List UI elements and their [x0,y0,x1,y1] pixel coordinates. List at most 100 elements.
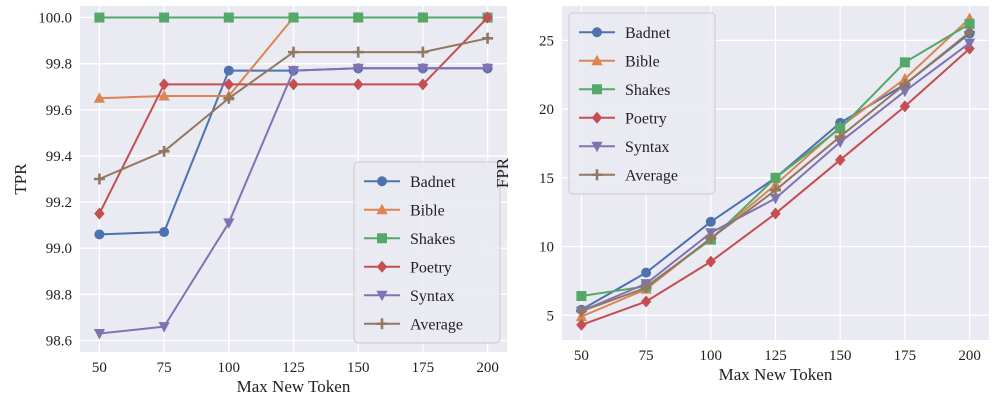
data-point-average [223,92,235,104]
legend-marker [377,176,387,187]
x-axis-label: Max New Token [719,365,833,384]
legend-entry-syntax: Syntax [364,288,454,305]
x-tick-label: 125 [282,360,305,376]
data-point-syntax [287,66,300,77]
y-tick-label: 98.8 [46,287,72,303]
data-point-syntax [352,63,364,75]
data-point-shakes [288,12,299,23]
x-tick-label: 150 [347,360,370,376]
x-tick-label: 50 [92,360,107,376]
data-point-shakes [835,123,846,134]
legend-label: Average [410,316,463,333]
legend-label: Syntax [410,288,454,305]
data-point-poetry [417,78,429,91]
x-tick-label: 200 [958,348,981,364]
data-point-syntax [417,63,429,75]
data-point-syntax [158,322,170,333]
y-tick-label: 99.8 [46,57,72,73]
legend-entry-syntax: Syntax [579,139,669,156]
legend-marker [591,141,603,153]
legend: Badnet Bible Shakes Poetry Syntax Average [568,12,716,195]
data-point-badnet [641,267,652,278]
x-tick-label: 150 [829,348,852,364]
y-tick-label: 99.2 [46,195,72,211]
x-tick-label: 200 [476,360,499,376]
x-tick-label: 75 [639,348,654,364]
legend-marker [592,84,602,95]
data-point-average [93,173,105,185]
data-point-bible [899,72,911,84]
data-point-syntax [769,193,782,205]
y-tick-label: 98.6 [46,333,73,349]
data-point-shakes [899,57,910,68]
x-tick-label: 75 [157,360,172,376]
x-tick-label: 175 [412,360,435,376]
data-point-bible [158,89,170,101]
x-tick-label: 50 [574,348,589,364]
y-tick-label: 99.4 [46,149,73,165]
legend-label: Badnet [625,25,671,42]
data-point-average [482,32,494,44]
series-average [93,32,494,185]
legend-label: Average [625,167,678,184]
data-point-syntax [481,63,494,75]
x-tick-label: 100 [700,348,723,364]
x-axis-label: Max New Token [237,377,351,396]
data-point-poetry [94,207,105,220]
data-point-average [899,78,911,90]
legend-label: Shakes [410,231,455,248]
data-point-syntax [93,329,106,340]
legend-entry-shakes: Shakes [364,231,455,248]
legend-box [568,12,716,195]
data-point-poetry [705,255,717,268]
data-point-badnet [223,65,234,76]
legend-marker [377,233,387,244]
legend-label: Badnet [410,174,456,191]
x-tick-label: 175 [894,348,917,364]
data-point-poetry [223,78,235,91]
data-point-shakes [770,172,781,183]
y-axis-label: TPR [11,163,30,195]
data-point-shakes [223,12,234,23]
legend-label: Poetry [625,110,667,127]
legend-entry-average: Average [579,167,678,184]
data-point-poetry [576,318,587,331]
legend-entry-poetry: Poetry [364,259,452,276]
legend-label: Syntax [625,139,669,156]
y-tick-label: 20 [539,102,554,118]
data-point-average [640,282,652,294]
data-point-bible [769,178,782,190]
y-tick-label: 10 [539,240,554,256]
data-point-poetry [158,78,170,91]
y-tick-label: 99.0 [46,241,72,257]
data-point-syntax [834,137,846,149]
legend-marker [591,111,603,124]
data-point-poetry [834,153,846,166]
legend-marker [592,27,602,38]
y-tick-label: 99.6 [46,103,73,119]
data-point-badnet [94,229,105,240]
legend-entry-poetry: Poetry [579,110,667,127]
data-point-average [288,46,299,58]
data-point-bible [93,92,106,103]
y-axis-label: FPR [493,157,512,188]
data-point-shakes [417,12,428,23]
legend-box [353,161,501,344]
legend-label: Poetry [410,259,452,276]
legend-entry-bible: Bible [364,202,445,219]
data-point-average [575,305,587,317]
series-poetry [94,11,493,220]
legend-marker [376,318,388,330]
y-tick-label: 25 [539,33,554,49]
series-syntax [93,63,494,340]
x-tick-label: 100 [218,360,241,376]
data-point-shakes [94,12,105,23]
legend-marker [591,54,603,66]
data-point-average [417,46,429,58]
data-point-poetry [640,295,652,308]
legend-label: Bible [625,53,660,70]
data-point-average [834,131,846,143]
legend: Badnet Bible Shakes Poetry Syntax Average [353,161,501,344]
data-point-average [964,26,976,38]
